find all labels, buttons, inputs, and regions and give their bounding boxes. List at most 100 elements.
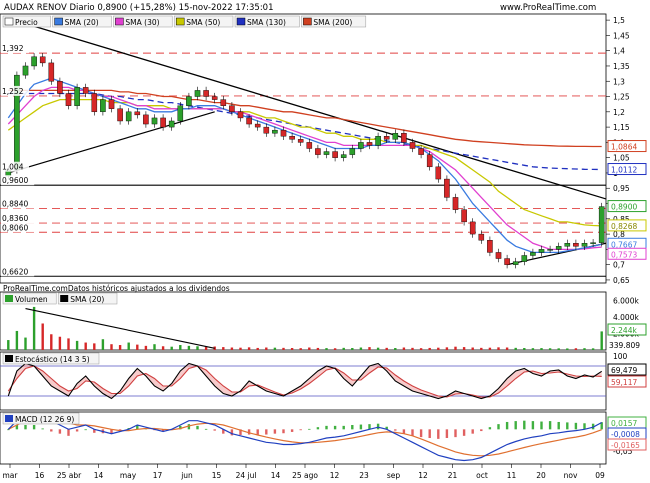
volume-bar — [548, 348, 552, 350]
volume-bar — [566, 348, 569, 350]
macd-hist-bar — [411, 429, 414, 436]
macd-legend-label: MACD (12 26 9) — [15, 415, 74, 424]
volume-legend-label: Volumen — [15, 295, 48, 304]
price-tick-label: 1,2 — [613, 108, 625, 117]
price-tick-label: 1,4 — [613, 47, 625, 56]
stoch-k-box — [607, 363, 647, 376]
volume-tick-label: 4.000k — [613, 313, 639, 322]
volume-bar — [32, 306, 36, 350]
candle-body — [495, 252, 502, 259]
volume-bar — [428, 347, 431, 350]
macd-hist-bar — [523, 420, 526, 430]
x-tick-label: 21 — [448, 471, 458, 480]
candle-body — [203, 90, 209, 97]
price-tick-label: 0,8 — [613, 230, 625, 239]
candle-body — [125, 111, 132, 122]
macd-line — [7, 413, 602, 462]
macd-hist-bar — [282, 429, 285, 434]
macd-hist-bar — [497, 424, 500, 430]
candle-body — [573, 243, 579, 247]
candle-body — [220, 99, 227, 106]
volume-bar — [316, 347, 320, 350]
right-price-label: 1,0864 — [611, 143, 637, 152]
candle-body — [530, 252, 536, 256]
candle-body — [426, 154, 433, 168]
right-price-label: 1,0112 — [611, 166, 637, 175]
macd-hist-bar — [454, 429, 457, 438]
volume-bar — [58, 336, 62, 350]
volume-legend-swatch — [60, 295, 69, 302]
left-price-label: 0,9600 — [2, 176, 28, 185]
volume-bar — [153, 344, 156, 350]
volume-bar — [93, 343, 96, 350]
volume-bar — [368, 347, 371, 350]
macd-hist-bar — [600, 422, 603, 430]
volume-bar — [24, 337, 27, 350]
candle-body — [478, 233, 485, 241]
volume-bar — [523, 348, 526, 350]
candle-body — [39, 56, 46, 64]
macd-hist-bar — [222, 429, 225, 434]
candle-body — [306, 142, 313, 149]
volume-bar — [179, 345, 182, 350]
x-tick-label: jun — [180, 471, 193, 480]
x-tick-label: mar — [3, 471, 19, 480]
volume-bar — [505, 347, 509, 350]
macd-hist-bar — [368, 424, 371, 430]
volume-bar — [437, 347, 440, 350]
trend-line-down — [33, 25, 607, 200]
left-label-bg — [1, 85, 29, 96]
stoch-d-label: 59,117 — [611, 378, 637, 387]
candle-body — [383, 136, 390, 140]
volume-bar — [118, 345, 122, 350]
macd-hist-bar — [583, 423, 586, 430]
macd-hist-bar — [540, 421, 543, 430]
macd-hist-bar — [505, 421, 509, 430]
volume-bar — [170, 346, 173, 350]
macd-hist-bar — [204, 428, 208, 430]
candle-body — [211, 96, 218, 100]
volume-bar — [290, 348, 294, 350]
price-tick-label: 0,7 — [613, 261, 625, 270]
candle-body — [581, 243, 588, 247]
candle-body — [254, 123, 261, 128]
x-tick-label: 23 — [359, 471, 369, 480]
macd-hist-bar — [265, 429, 268, 435]
sma50-line — [7, 98, 602, 227]
x-tick-label: 24 jul — [236, 471, 257, 480]
volume-bar — [333, 348, 337, 350]
volume-bar — [204, 346, 208, 350]
right-price-label: 0,8900 — [611, 203, 637, 212]
candle-body — [160, 117, 166, 128]
right-price-label: 0,7573 — [611, 250, 637, 259]
left-label-bg — [1, 266, 35, 277]
left-label-bg — [1, 213, 35, 224]
left-price-label: 0,8060 — [2, 223, 28, 232]
legend-label: SMA (30) — [125, 18, 159, 27]
macd-hist-bar — [325, 425, 328, 430]
candle-body — [409, 142, 416, 149]
x-tick-label: sep — [387, 471, 401, 480]
macd-hist-bar — [75, 429, 79, 432]
x-tick-label: 12 — [330, 471, 340, 480]
x-tick-label: oct — [476, 471, 488, 480]
right-price-box — [607, 219, 647, 232]
volume-bar — [50, 334, 53, 350]
x-tick-label: 14 — [271, 471, 281, 480]
left-price-label: 1,004 — [2, 163, 24, 172]
macd-hist-bar — [299, 429, 302, 431]
macd-hist-bar — [488, 427, 492, 430]
candle-body — [366, 142, 373, 146]
candle-body — [590, 242, 596, 244]
macd-hist-bar — [118, 429, 122, 431]
candle-body — [74, 87, 80, 106]
x-tick-label: nov — [564, 471, 578, 480]
volume-bar — [359, 347, 363, 350]
candle-body — [117, 108, 123, 122]
legend-swatch — [236, 17, 246, 26]
sma30-line — [7, 86, 602, 251]
volume-legend-label: SMA (20) — [70, 295, 104, 304]
candle-body — [444, 178, 450, 198]
volume-bar — [471, 347, 474, 350]
